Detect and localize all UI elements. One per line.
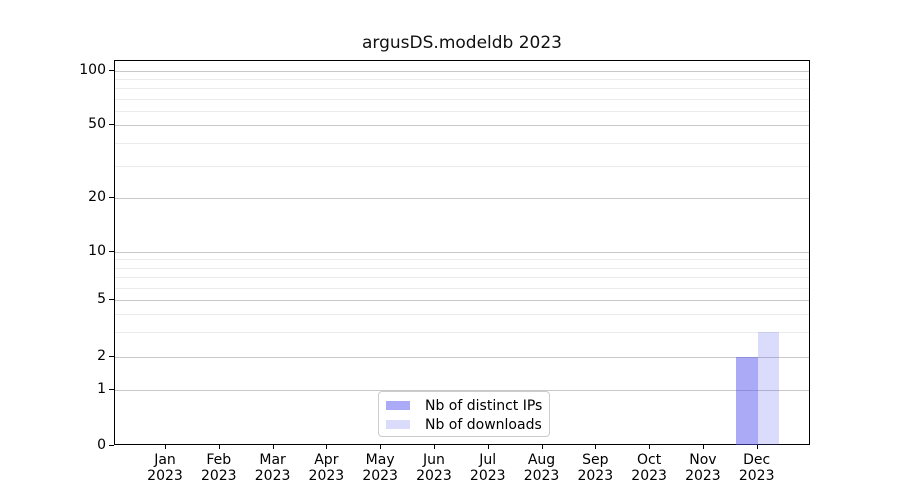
y-tick-0 (109, 445, 114, 446)
x-label-year: 2023 (200, 468, 237, 484)
gridline-major-20 (115, 197, 809, 199)
legend-swatch-downloads (386, 420, 410, 429)
x-tick-jan (165, 445, 166, 449)
gridline-minor-8 (115, 267, 809, 269)
x-label-year: 2023 (416, 468, 452, 484)
x-label-month: Dec (743, 452, 771, 468)
bar-nb-of-distinct-ips-dec (736, 357, 758, 445)
gridline-minor-30 (115, 165, 809, 167)
x-label-year: 2023 (738, 468, 775, 484)
y-tick-label-0: 0 (97, 437, 106, 453)
x-tick-label-nov: Nov 2023 (673, 452, 733, 484)
x-label-year: 2023 (308, 468, 345, 484)
plot-area (114, 60, 810, 445)
x-label-year: 2023 (577, 468, 614, 484)
x-tick-jul (487, 445, 489, 449)
x-label-month: Jan (154, 452, 176, 468)
gridline-major-100 (115, 71, 809, 72)
y-tick-label-10: 10 (88, 243, 106, 259)
x-label-month: Jun (423, 452, 445, 468)
gridline-minor-7 (115, 276, 809, 278)
x-tick-label-dec: Dec 2023 (727, 452, 787, 484)
x-label-month: Feb (206, 452, 232, 468)
x-tick-label-jun: Jun 2023 (404, 452, 464, 484)
x-label-month: Apr (314, 452, 339, 468)
x-tick-feb (218, 445, 220, 449)
gridline-minor-60 (115, 111, 809, 113)
gridline-minor-40 (115, 142, 809, 144)
x-tick-jun (433, 445, 435, 449)
y-tick-100 (109, 70, 114, 71)
x-tick-dec (756, 445, 758, 449)
y-tick-10 (109, 251, 114, 252)
y-tick-label-2: 2 (97, 348, 106, 364)
x-tick-sep (595, 445, 597, 449)
legend: Nb of distinct IPs Nb of downloads (378, 391, 550, 437)
gridline-minor-3 (115, 331, 809, 333)
bar-nb-of-downloads-dec (757, 331, 780, 445)
gridline-major-1 (115, 390, 809, 391)
gridline-major-5 (115, 300, 809, 302)
x-label-year: 2023 (631, 468, 667, 484)
gridline-major-50 (115, 125, 809, 127)
x-tick-label-sep: Sep 2023 (565, 452, 625, 484)
gridline-minor-80 (115, 88, 809, 90)
x-tick-nov (702, 445, 704, 449)
y-tick-label-20: 20 (88, 188, 106, 205)
gridline-minor-4 (115, 314, 809, 316)
x-label-month: May (365, 452, 395, 468)
x-label-month: Aug (527, 452, 556, 468)
x-tick-label-oct: Oct 2023 (619, 452, 679, 484)
x-label-year: 2023 (523, 468, 560, 484)
x-label-month: Sep (582, 452, 609, 468)
x-tick-label-may: May 2023 (350, 452, 410, 484)
gridline-minor-90 (115, 79, 809, 81)
x-tick-mar (272, 445, 274, 449)
x-label-month: Oct (637, 452, 662, 468)
x-label-year: 2023 (685, 468, 721, 484)
x-tick-label-mar: Mar 2023 (243, 452, 303, 484)
x-label-year: 2023 (362, 468, 398, 484)
gridline-minor-9 (115, 259, 809, 261)
x-label-year: 2023 (469, 468, 506, 484)
x-tick-label-feb: Feb 2023 (189, 452, 249, 484)
y-tick-label-100: 100 (79, 62, 106, 78)
gridline-minor-70 (115, 98, 809, 100)
x-tick-label-apr: Apr 2023 (296, 452, 356, 484)
x-tick-apr (326, 445, 328, 449)
x-tick-label-jul: Jul 2023 (458, 452, 518, 484)
gridline-major-10 (115, 252, 809, 253)
y-tick-label-1: 1 (97, 381, 106, 397)
y-tick-50 (109, 124, 114, 126)
chart-title: argusDS.modeldb 2023 (362, 33, 562, 53)
y-tick-2 (109, 356, 114, 357)
x-tick-oct (649, 445, 651, 449)
gridline-minor-6 (115, 287, 809, 289)
legend-item-downloads: Nb of downloads (386, 415, 549, 434)
legend-label-downloads: Nb of downloads (425, 416, 542, 433)
x-label-month: Nov (689, 452, 717, 468)
legend-label-distinct-ips: Nb of distinct IPs (425, 397, 543, 414)
x-label-month: Jul (479, 452, 497, 468)
x-tick-label-aug: Aug 2023 (512, 452, 572, 484)
y-tick-label-50: 50 (88, 116, 106, 133)
y-tick-label-5: 5 (97, 291, 106, 308)
x-tick-may (380, 445, 382, 449)
x-tick-label-jan: Jan 2023 (135, 452, 195, 484)
x-label-year: 2023 (147, 468, 183, 484)
y-tick-5 (109, 299, 114, 301)
y-tick-20 (109, 196, 114, 198)
x-label-month: Mar (259, 452, 286, 468)
x-tick-aug (541, 445, 543, 449)
gridline-major-2 (115, 357, 809, 358)
x-label-year: 2023 (254, 468, 291, 484)
legend-item-distinct-ips: Nb of distinct IPs (386, 396, 549, 415)
legend-swatch-distinct-ips (386, 401, 410, 410)
y-tick-1 (109, 389, 114, 390)
